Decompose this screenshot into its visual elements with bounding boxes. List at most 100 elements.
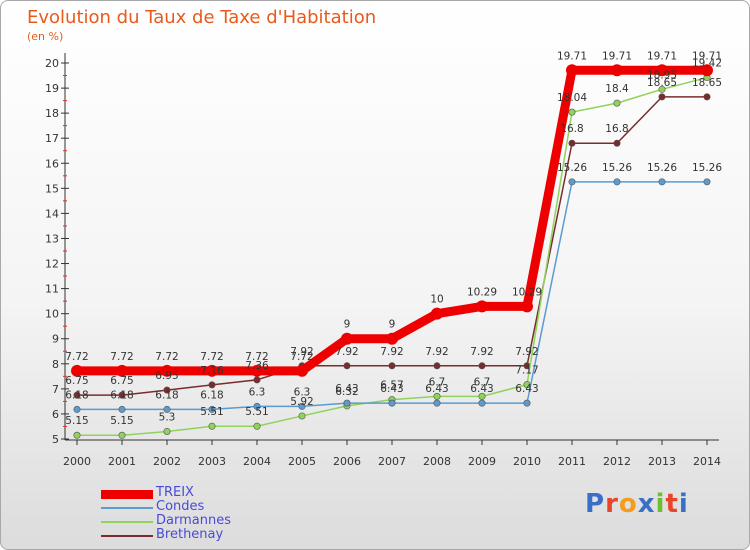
axes: 5 6 7 8 9 10 11 12 13 14 15 16 17 18 19 20 2000 2001 2002 2… — [45, 53, 721, 468]
data-point — [163, 405, 171, 413]
data-label: 7.72 — [65, 351, 88, 363]
data-point — [251, 364, 263, 377]
data-label: 15.26 — [692, 162, 722, 174]
data-point — [388, 362, 396, 370]
x-tick-label: 2011 — [558, 455, 586, 468]
logo-letter: x — [637, 489, 656, 519]
y-tick-label: 16 — [45, 157, 59, 170]
data-point — [343, 399, 351, 407]
y-tick-label: 17 — [45, 132, 59, 145]
data-point — [703, 178, 711, 186]
data-label: 6.18 — [155, 389, 178, 401]
x-tick-label: 2004 — [243, 455, 271, 468]
legend-label: TREIX — [156, 485, 194, 500]
data-label: 18.04 — [557, 92, 587, 104]
data-label: 6.43 — [470, 383, 493, 395]
legend-item: TREIX — [101, 485, 361, 501]
data-point — [208, 405, 216, 413]
logo-letter: t — [665, 489, 679, 519]
y-tick-label: 20 — [45, 57, 59, 70]
legend-swatch — [101, 535, 153, 537]
data-point — [298, 402, 306, 410]
data-point — [701, 64, 713, 77]
data-point — [433, 362, 441, 370]
data-point — [388, 399, 396, 407]
data-label: 7.92 — [335, 346, 358, 358]
data-point — [568, 178, 576, 186]
y-tick-label: 9 — [52, 333, 59, 346]
legend-swatch — [101, 521, 153, 523]
data-label: 5.3 — [159, 411, 176, 423]
x-tick-label: 2008 — [423, 455, 451, 468]
data-label: 7.72 — [110, 351, 133, 363]
legend-swatch — [101, 507, 153, 509]
data-label: 15.26 — [647, 162, 677, 174]
data-label: 7.92 — [470, 346, 493, 358]
x-tick-label: 2000 — [63, 455, 91, 468]
data-label: 19.42 — [692, 58, 722, 70]
data-label: 7.16 — [200, 365, 224, 377]
data-point — [163, 427, 171, 435]
y-tick-label: 5 — [52, 433, 59, 446]
data-point — [613, 99, 621, 107]
x-tick-label: 2002 — [153, 455, 181, 468]
x-tick-label: 2013 — [648, 455, 676, 468]
data-label: 7.92 — [515, 346, 538, 358]
data-point — [296, 364, 308, 377]
data-point — [161, 364, 173, 377]
data-labels: 7.72 7.72 7.72 7.72 7.72 7.72 9 9 10 10.29 10.29 19… — [65, 50, 722, 427]
data-label: 7.72 — [245, 351, 268, 363]
data-label: 10.29 — [467, 286, 497, 298]
legend: TREIX Condes Darmannes Brethenay — [101, 485, 361, 543]
legend-label: Condes — [156, 499, 205, 514]
y-tick-label: 6 — [52, 408, 59, 421]
data-label: 6.75 — [65, 375, 88, 387]
chart-title: Evolution du Taux de Taxe d'Habitation — [27, 7, 377, 28]
data-label: 7.17 — [515, 365, 538, 377]
data-label: 6.43 — [515, 383, 538, 395]
logo-letter: o — [618, 489, 638, 519]
data-label: 16.8 — [560, 123, 583, 135]
data-label: 19.71 — [602, 50, 632, 62]
data-point — [658, 178, 666, 186]
y-tick-label: 19 — [45, 82, 59, 95]
data-point — [298, 412, 306, 420]
logo-letter: P — [585, 489, 606, 519]
data-point — [118, 405, 126, 413]
data-label: 6.18 — [65, 389, 88, 401]
x-tick-label: 2007 — [378, 455, 406, 468]
data-label: 6.32 — [335, 386, 358, 398]
data-point — [658, 93, 666, 101]
data-label: 15.26 — [602, 162, 632, 174]
data-label: 19.71 — [692, 50, 722, 62]
x-tick-label: 2014 — [693, 455, 721, 468]
data-point — [523, 399, 531, 407]
series-lines — [71, 64, 713, 439]
data-label: 7.72 — [200, 351, 223, 363]
data-label: 18.95 — [647, 69, 677, 81]
data-label: 5.15 — [110, 415, 133, 427]
data-point — [568, 139, 576, 147]
data-point — [206, 364, 218, 377]
y-tick-label: 12 — [45, 258, 59, 271]
data-point — [613, 139, 621, 147]
data-point — [478, 392, 486, 400]
legend-item: Darmannes — [101, 514, 361, 529]
x-tick-label: 2001 — [108, 455, 136, 468]
data-label: 5.92 — [290, 396, 313, 408]
data-label: 16.8 — [605, 123, 628, 135]
y-tick-label: 18 — [45, 107, 59, 120]
data-point — [116, 364, 128, 377]
y-tick-label: 15 — [45, 182, 59, 195]
data-point — [431, 307, 443, 320]
legend-item: Brethenay — [101, 528, 361, 543]
data-label: 6.75 — [110, 375, 133, 387]
data-point — [341, 332, 353, 345]
data-label: 19.71 — [557, 50, 587, 62]
logo-letter: r — [605, 489, 619, 519]
data-point — [208, 422, 216, 430]
data-point — [118, 431, 126, 439]
legend-swatch — [101, 489, 153, 499]
y-tick-label: 11 — [45, 283, 59, 296]
data-point — [568, 108, 576, 116]
